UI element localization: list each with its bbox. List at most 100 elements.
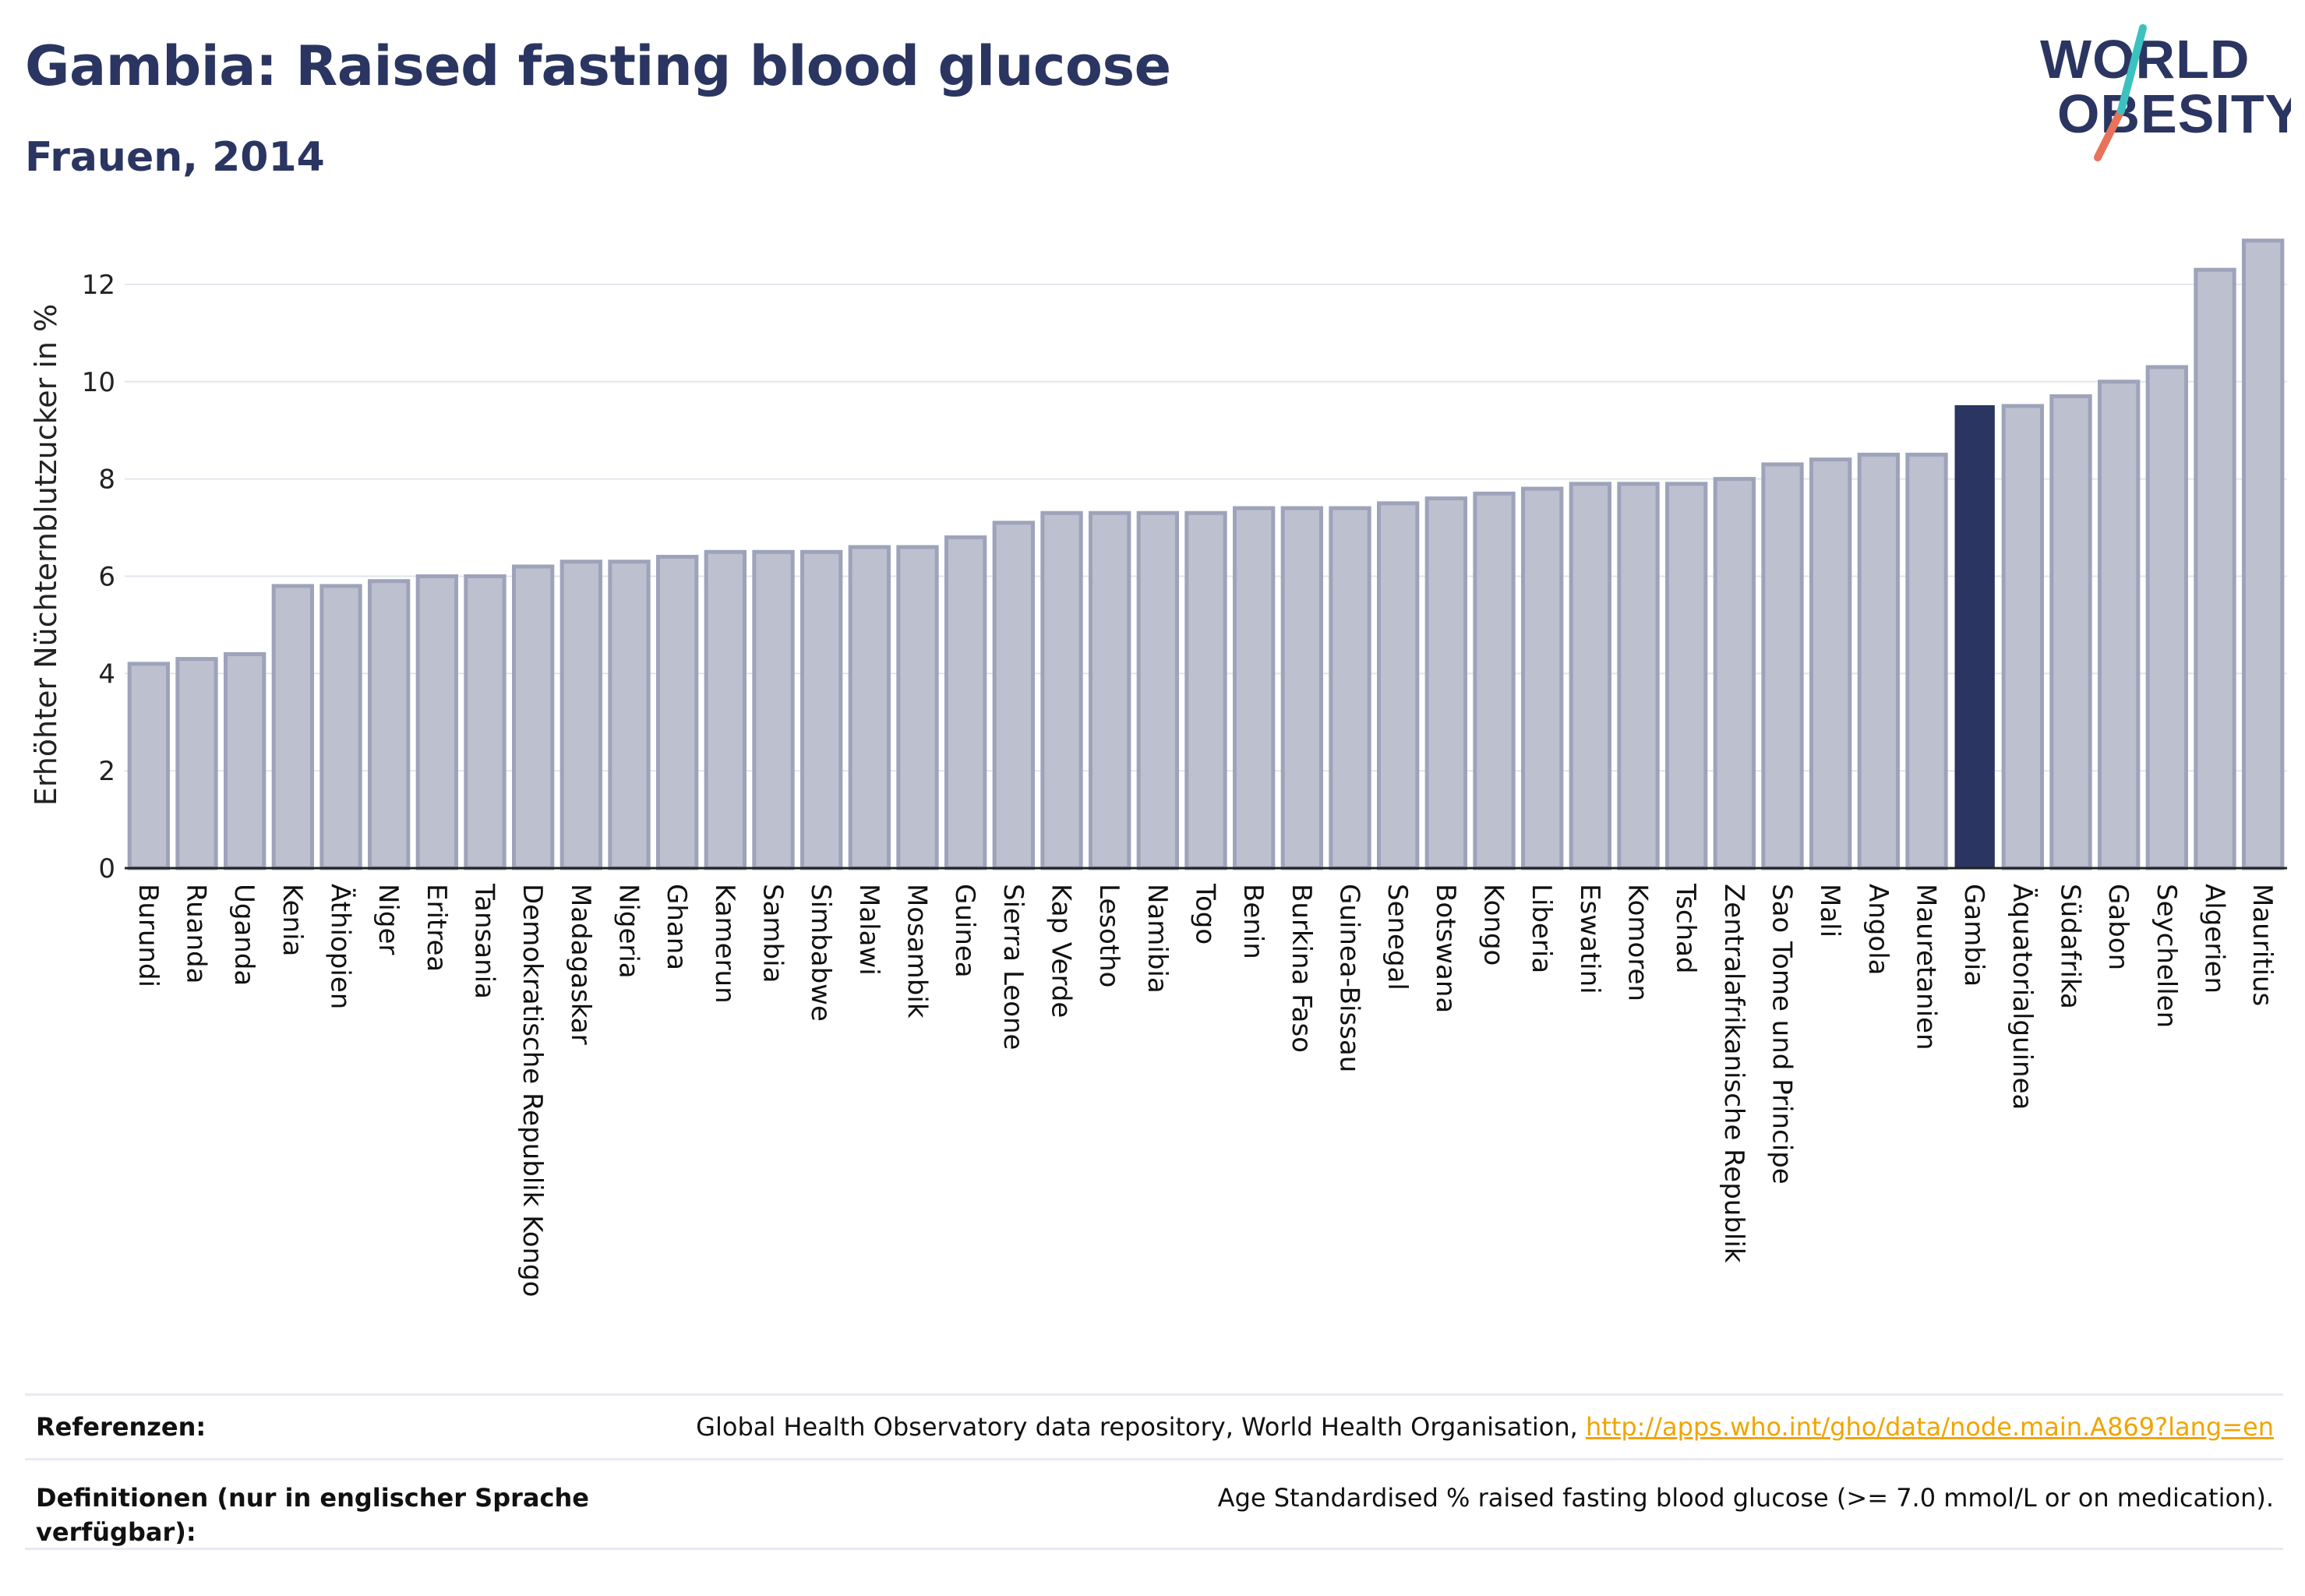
bar-tschad bbox=[1665, 482, 1708, 870]
bar-burkina-faso bbox=[1280, 506, 1323, 870]
bar-äquatorialguinea bbox=[2001, 404, 2045, 870]
x-tick-label: Lesotho bbox=[1093, 884, 1124, 987]
x-tick-label: Madagaskar bbox=[565, 884, 596, 1045]
references-text: Global Health Observatory data repositor… bbox=[696, 1412, 1586, 1442]
bar-namibia bbox=[1136, 510, 1179, 870]
y-tick-label: 10 bbox=[82, 367, 115, 398]
x-tick-label: Guinea bbox=[949, 884, 980, 978]
y-tick-label: 0 bbox=[98, 853, 115, 885]
x-tick-label: Seychellen bbox=[2151, 884, 2182, 1028]
x-tick-label: Senegal bbox=[1382, 884, 1413, 990]
y-tick-label: 4 bbox=[98, 659, 115, 690]
bar-mali bbox=[1809, 457, 1852, 870]
bar-senegal bbox=[1377, 501, 1420, 870]
x-tick-label: Botswana bbox=[1430, 884, 1461, 1013]
x-tick-label: Guinea-Bissau bbox=[1334, 884, 1365, 1072]
chart-title: Gambia: Raised fasting blood glucose bbox=[25, 34, 1171, 98]
bar-südafrika bbox=[2049, 394, 2092, 870]
x-tick-label: Südafrika bbox=[2055, 884, 2086, 1009]
bar-mosambik bbox=[896, 545, 939, 870]
bar-ghana bbox=[656, 554, 699, 870]
x-tick-label: Liberia bbox=[1526, 884, 1557, 973]
x-tick-label: Mauritius bbox=[2247, 884, 2278, 1006]
bar-äthiopien bbox=[319, 584, 362, 870]
bar-kenia bbox=[271, 584, 314, 870]
x-tick-label: Eswatini bbox=[1574, 884, 1605, 994]
x-tick-label: Malawi bbox=[853, 884, 884, 976]
x-tick-label: Kap Verde bbox=[1046, 884, 1077, 1018]
x-tick-label: Eritrea bbox=[421, 884, 452, 972]
y-tick-label: 12 bbox=[82, 270, 115, 301]
bar-sierra-leone bbox=[992, 521, 1035, 870]
x-tick-label: Burkina Faso bbox=[1286, 884, 1317, 1053]
bar-nigeria bbox=[608, 560, 651, 870]
y-tick-label: 2 bbox=[98, 756, 115, 787]
bar-eritrea bbox=[415, 574, 459, 870]
references-link[interactable]: http://apps.who.int/gho/data/node.main.A… bbox=[1585, 1412, 2274, 1442]
bar-sao-tome-und-principe bbox=[1761, 462, 1804, 870]
x-tick-label: Burundi bbox=[132, 884, 164, 987]
references-row: Referenzen: Global Health Observatory da… bbox=[25, 1393, 2283, 1458]
bar-botswana bbox=[1424, 496, 1467, 870]
bar-malawi bbox=[848, 545, 891, 870]
bar-mauretanien bbox=[1905, 452, 1948, 870]
x-tick-label: Kamerun bbox=[709, 884, 740, 1004]
x-tick-label: Kongo bbox=[1478, 884, 1509, 966]
bar-ruanda bbox=[175, 657, 218, 870]
bar-lesotho bbox=[1089, 510, 1131, 870]
x-tick-label: Mosambik bbox=[902, 884, 933, 1019]
references-value: Global Health Observatory data repositor… bbox=[696, 1410, 2283, 1444]
x-tick-label: Algerien bbox=[2199, 884, 2230, 994]
bar-demokratische-republik-kongo bbox=[512, 564, 555, 870]
x-tick-label: Demokratische Republik Kongo bbox=[517, 884, 548, 1297]
references-label: Referenzen: bbox=[36, 1412, 206, 1442]
x-tick-label: Äquatorialguinea bbox=[2007, 884, 2038, 1110]
bar-zentralafrikanische-republik bbox=[1713, 477, 1756, 870]
x-tick-label: Nigeria bbox=[613, 884, 644, 979]
y-tick-label: 8 bbox=[98, 464, 115, 496]
logo-line1: WORLD bbox=[2040, 29, 2250, 90]
x-tick-label: Benin bbox=[1237, 884, 1269, 959]
bar-angola bbox=[1857, 452, 1901, 870]
definitions-value: Age Standardised % raised fasting blood … bbox=[1217, 1483, 2274, 1513]
x-tick-label: Mali bbox=[1814, 884, 1845, 937]
definitions-label: Definitionen (nur in englischer Sprache … bbox=[36, 1483, 589, 1547]
bar-liberia bbox=[1521, 486, 1564, 870]
bar-guinea bbox=[944, 535, 987, 870]
bar-burundi bbox=[127, 662, 171, 870]
x-tick-label: Ruanda bbox=[181, 884, 212, 983]
x-tick-label: Äthiopien bbox=[325, 884, 356, 1009]
bar-gambia bbox=[1954, 404, 1995, 869]
x-tick-label: Sao Tome und Principe bbox=[1767, 884, 1798, 1185]
bar-uganda bbox=[224, 651, 267, 870]
world-obesity-logo: WORLD OBESITY bbox=[2040, 24, 2291, 161]
bar-tansania bbox=[464, 574, 507, 870]
bar-kongo bbox=[1473, 491, 1516, 870]
x-tick-label: Tschad bbox=[1670, 883, 1701, 974]
bar-eswatini bbox=[1569, 482, 1611, 870]
x-tick-label: Gabon bbox=[2102, 884, 2134, 970]
x-tick-label: Sambia bbox=[757, 884, 789, 983]
bar-seychellen bbox=[2145, 365, 2189, 870]
bar-benin bbox=[1233, 506, 1276, 870]
x-tick-label: Namibia bbox=[1142, 884, 1173, 994]
bar-algerien bbox=[2194, 267, 2236, 870]
x-tick-label: Sierra Leone bbox=[997, 884, 1029, 1050]
bar-niger bbox=[368, 579, 411, 870]
y-axis-label: Erhöhter Nüchternblutzucker in % bbox=[29, 304, 63, 806]
bar-chart: 0 2 4 6 8 10 12 Erhöhter Nüchternblutzucker in … bbox=[29, 238, 2287, 1297]
bar-mauritius bbox=[2242, 238, 2285, 870]
bar-kap-verde bbox=[1040, 510, 1083, 870]
x-tick-label: Gambia bbox=[1958, 884, 1989, 987]
x-tick-label: Uganda bbox=[228, 884, 259, 986]
x-tick-label: Zentralafrikanische Republik bbox=[1718, 884, 1749, 1263]
bar-kamerun bbox=[704, 549, 747, 870]
bar-togo bbox=[1184, 510, 1227, 870]
bar-madagaskar bbox=[559, 560, 603, 870]
bar-sambia bbox=[752, 549, 795, 870]
x-tick-label: Komoren bbox=[1622, 884, 1654, 1001]
definitions-row: Definitionen (nur in englischer Sprache … bbox=[25, 1458, 2283, 1550]
references-table: Referenzen: Global Health Observatory da… bbox=[25, 1393, 2283, 1550]
logo-line2: OBESITY bbox=[2057, 83, 2291, 144]
x-tick-label: Ghana bbox=[661, 884, 692, 970]
